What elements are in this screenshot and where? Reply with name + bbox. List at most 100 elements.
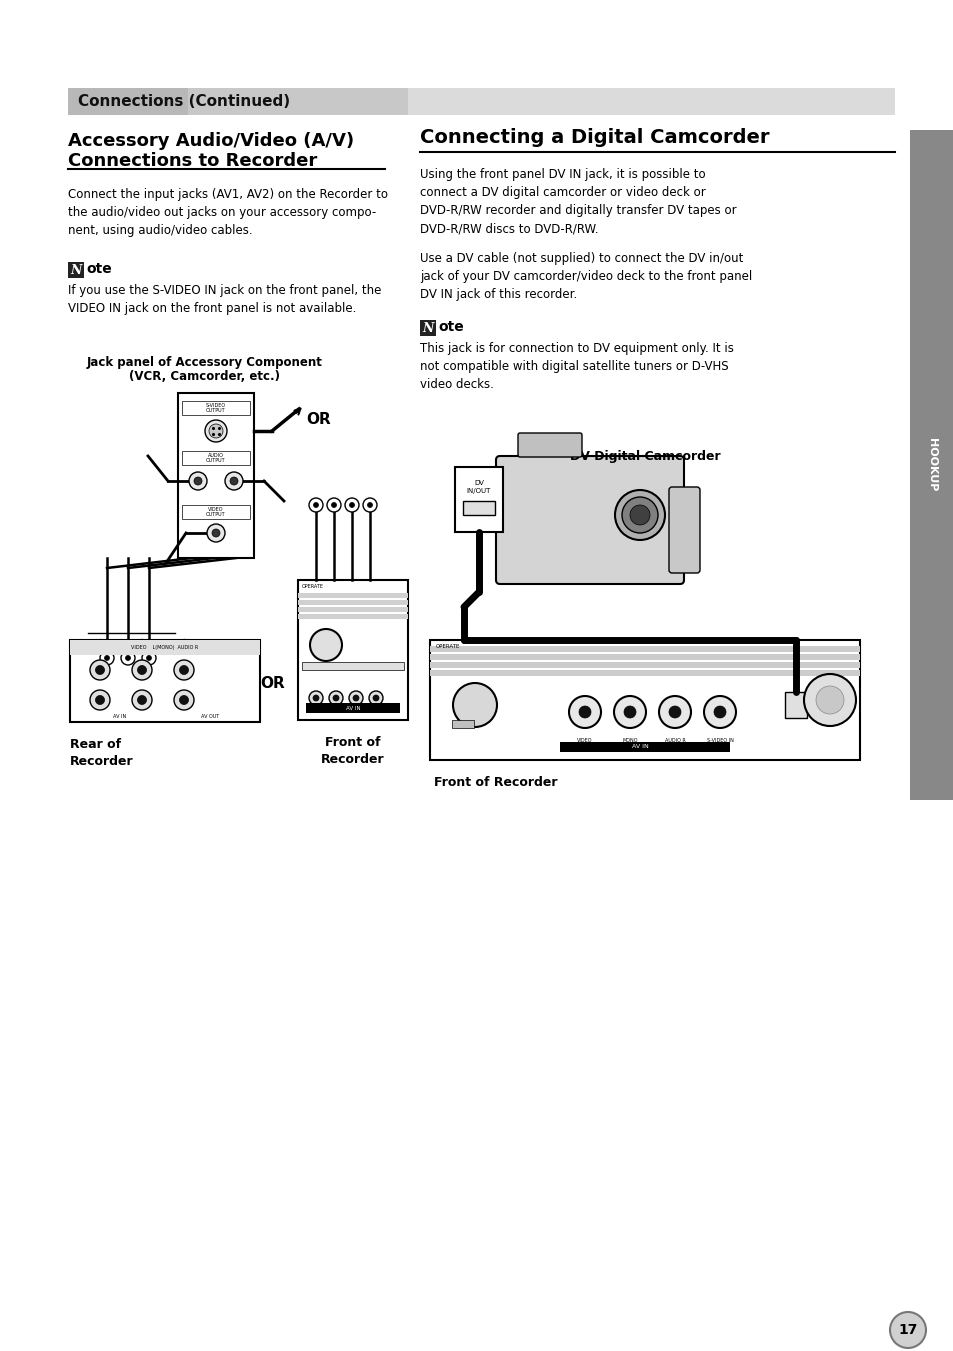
- Text: AV IN: AV IN: [113, 715, 127, 720]
- Circle shape: [713, 707, 725, 717]
- Text: ote: ote: [437, 320, 463, 334]
- Circle shape: [105, 655, 110, 661]
- Circle shape: [889, 1312, 925, 1348]
- Bar: [297, 607, 408, 612]
- Bar: [70, 640, 260, 721]
- Circle shape: [90, 661, 110, 680]
- Circle shape: [142, 651, 156, 665]
- Circle shape: [173, 661, 193, 680]
- Circle shape: [367, 503, 372, 508]
- Bar: [462, 501, 495, 515]
- Bar: [297, 600, 408, 605]
- Bar: [297, 580, 408, 720]
- Circle shape: [568, 696, 600, 728]
- Circle shape: [349, 503, 355, 508]
- Bar: [302, 662, 403, 670]
- Text: Accessory Audio/Video (A/V): Accessory Audio/Video (A/V): [68, 132, 354, 150]
- Text: (VCR, Camcorder, etc.): (VCR, Camcorder, etc.): [130, 370, 280, 382]
- Circle shape: [331, 503, 336, 508]
- FancyBboxPatch shape: [668, 486, 700, 573]
- Bar: [182, 505, 250, 519]
- Bar: [188, 88, 894, 115]
- Circle shape: [659, 696, 690, 728]
- Circle shape: [90, 690, 110, 711]
- Text: OR: OR: [260, 676, 285, 690]
- Circle shape: [353, 694, 358, 701]
- Bar: [909, 130, 953, 800]
- Bar: [430, 662, 859, 667]
- Circle shape: [621, 497, 658, 534]
- Circle shape: [189, 471, 207, 490]
- Circle shape: [132, 690, 152, 711]
- Circle shape: [209, 424, 223, 438]
- Circle shape: [205, 420, 227, 442]
- Text: AUDIO R: AUDIO R: [664, 738, 684, 743]
- Text: N: N: [422, 322, 434, 335]
- Bar: [68, 262, 84, 278]
- Text: OPERATE: OPERATE: [302, 584, 324, 589]
- Text: Front of
Recorder: Front of Recorder: [321, 736, 384, 766]
- Text: MONO: MONO: [621, 738, 638, 743]
- Circle shape: [703, 696, 735, 728]
- Text: AV OUT: AV OUT: [201, 715, 219, 720]
- Text: Front of Recorder: Front of Recorder: [434, 775, 557, 789]
- Text: S-VIDEO IN: S-VIDEO IN: [706, 738, 733, 743]
- Circle shape: [314, 503, 318, 508]
- Circle shape: [147, 655, 152, 661]
- Circle shape: [137, 666, 147, 674]
- Circle shape: [207, 524, 225, 542]
- Text: VIDEO
OUTPUT: VIDEO OUTPUT: [206, 507, 226, 517]
- Text: S-VIDEO
OUTPUT: S-VIDEO OUTPUT: [206, 403, 226, 413]
- Circle shape: [623, 707, 636, 717]
- Circle shape: [179, 666, 189, 674]
- Text: AUDIO
OUTPUT: AUDIO OUTPUT: [206, 453, 226, 463]
- Bar: [182, 451, 250, 465]
- Circle shape: [668, 707, 680, 717]
- Circle shape: [363, 499, 376, 512]
- Text: AV IN: AV IN: [345, 705, 360, 711]
- Circle shape: [333, 694, 338, 701]
- Text: VIDEO: VIDEO: [577, 738, 592, 743]
- Text: VIDEO    L(MONO)  AUDIO R: VIDEO L(MONO) AUDIO R: [132, 644, 198, 650]
- Circle shape: [309, 690, 323, 705]
- Bar: [297, 593, 408, 598]
- Circle shape: [615, 490, 664, 540]
- Circle shape: [369, 690, 382, 705]
- Text: Connections to Recorder: Connections to Recorder: [68, 153, 317, 170]
- Bar: [68, 88, 894, 115]
- Circle shape: [327, 499, 340, 512]
- Text: Rear of
Recorder: Rear of Recorder: [70, 738, 133, 767]
- Text: 17: 17: [898, 1323, 917, 1337]
- Text: DV Digital Camcorder: DV Digital Camcorder: [569, 450, 720, 463]
- Bar: [430, 654, 859, 661]
- Circle shape: [313, 694, 318, 701]
- Bar: [70, 640, 260, 655]
- Circle shape: [578, 707, 590, 717]
- Circle shape: [225, 471, 243, 490]
- Circle shape: [179, 696, 189, 704]
- Circle shape: [453, 684, 497, 727]
- Bar: [182, 401, 250, 415]
- Text: Using the front panel DV IN jack, it is possible to
connect a DV digital camcord: Using the front panel DV IN jack, it is …: [419, 168, 736, 235]
- Circle shape: [345, 499, 358, 512]
- Text: HOOKUP: HOOKUP: [926, 438, 936, 492]
- Circle shape: [100, 651, 113, 665]
- Bar: [178, 393, 253, 558]
- Text: Connections (Continued): Connections (Continued): [78, 95, 290, 109]
- Bar: [455, 467, 502, 532]
- Circle shape: [137, 696, 147, 704]
- Text: OPERATE: OPERATE: [436, 644, 460, 648]
- Circle shape: [212, 530, 220, 536]
- Bar: [430, 646, 859, 653]
- Circle shape: [803, 674, 855, 725]
- Bar: [419, 320, 436, 336]
- Circle shape: [193, 477, 202, 485]
- Circle shape: [95, 666, 105, 674]
- Text: Use a DV cable (not supplied) to connect the DV in/out
jack of your DV camcorder: Use a DV cable (not supplied) to connect…: [419, 253, 752, 301]
- Circle shape: [329, 690, 343, 705]
- Circle shape: [614, 696, 645, 728]
- Text: N: N: [71, 263, 82, 277]
- Bar: [559, 742, 729, 753]
- Bar: [784, 692, 806, 717]
- Text: AV IN: AV IN: [631, 744, 648, 750]
